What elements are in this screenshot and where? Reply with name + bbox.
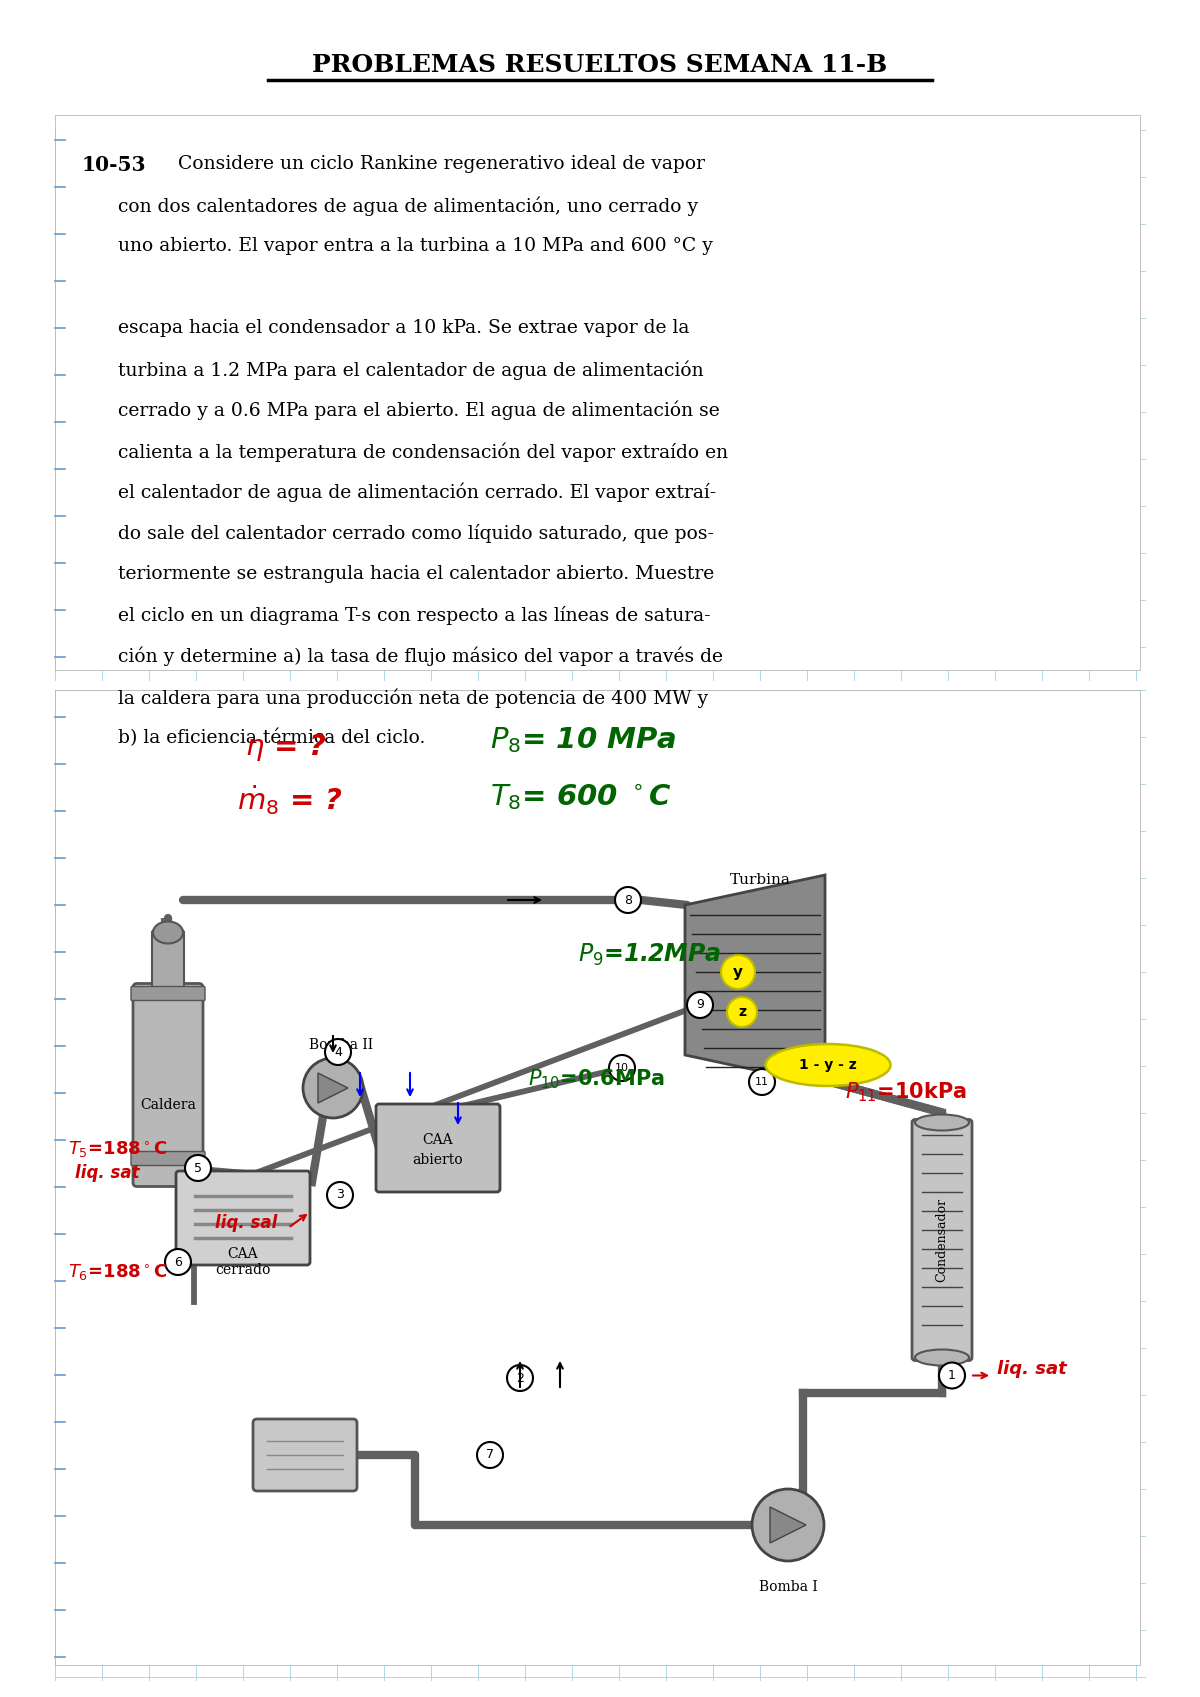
- Polygon shape: [318, 1073, 348, 1103]
- Text: cerrado: cerrado: [215, 1263, 271, 1278]
- Text: 11: 11: [755, 1078, 769, 1088]
- Ellipse shape: [916, 1115, 970, 1130]
- Circle shape: [616, 888, 641, 913]
- Text: Considere un ciclo Rankine regenerativo ideal de vapor: Considere un ciclo Rankine regenerativo …: [178, 154, 706, 173]
- Circle shape: [325, 1039, 352, 1066]
- Text: $T_8$= 600 $^\circ$C: $T_8$= 600 $^\circ$C: [490, 782, 672, 811]
- FancyBboxPatch shape: [131, 986, 205, 1001]
- FancyBboxPatch shape: [176, 1171, 310, 1264]
- Text: 7: 7: [486, 1449, 494, 1461]
- Text: con dos calentadores de agua de alimentación, uno cerrado y: con dos calentadores de agua de alimenta…: [118, 195, 698, 216]
- FancyBboxPatch shape: [912, 1120, 972, 1361]
- Text: escapa hacia el condensador a 10 kPa. Se extrae vapor de la: escapa hacia el condensador a 10 kPa. Se…: [118, 319, 689, 338]
- FancyBboxPatch shape: [152, 930, 184, 989]
- Text: el ciclo en un diagrama T-s con respecto a las líneas de satura-: el ciclo en un diagrama T-s con respecto…: [118, 606, 710, 624]
- Text: Turbina: Turbina: [730, 872, 791, 888]
- FancyBboxPatch shape: [376, 1105, 500, 1191]
- Ellipse shape: [766, 1044, 890, 1086]
- Text: $P_9$=1.2MPa: $P_9$=1.2MPa: [578, 942, 721, 969]
- Text: $T_6$=188$^\circ$C: $T_6$=188$^\circ$C: [68, 1263, 168, 1283]
- Text: z: z: [738, 1005, 746, 1018]
- Circle shape: [166, 1249, 191, 1274]
- Text: $P_{11}$=10kPa: $P_{11}$=10kPa: [845, 1079, 967, 1103]
- Text: calienta a la temperatura de condensación del vapor extraído en: calienta a la temperatura de condensació…: [118, 441, 728, 462]
- Text: do sale del calentador cerrado como líquido saturado, que pos-: do sale del calentador cerrado como líqu…: [118, 524, 714, 543]
- Circle shape: [478, 1442, 503, 1468]
- Text: Condensador: Condensador: [936, 1198, 948, 1281]
- Circle shape: [940, 1363, 965, 1388]
- Text: abierto: abierto: [413, 1152, 463, 1168]
- FancyBboxPatch shape: [55, 115, 1140, 670]
- Circle shape: [749, 1069, 775, 1095]
- Text: 1 - y - z: 1 - y - z: [799, 1057, 857, 1073]
- FancyBboxPatch shape: [253, 1419, 358, 1492]
- Text: liq. sat: liq. sat: [997, 1359, 1067, 1378]
- Text: $\eta$ = ?: $\eta$ = ?: [245, 731, 326, 764]
- Text: $T_5$=188$^\circ$C: $T_5$=188$^\circ$C: [68, 1140, 168, 1161]
- Circle shape: [326, 1183, 353, 1208]
- FancyBboxPatch shape: [131, 1152, 205, 1166]
- Polygon shape: [685, 876, 826, 1084]
- Circle shape: [185, 1156, 211, 1181]
- Text: CAA: CAA: [228, 1247, 258, 1261]
- Text: 3: 3: [336, 1188, 344, 1201]
- Text: Bomba I: Bomba I: [758, 1580, 817, 1593]
- Text: $P_{10}$=0.6MPa: $P_{10}$=0.6MPa: [528, 1067, 665, 1091]
- Text: 6: 6: [174, 1256, 182, 1268]
- Text: uno abierto. El vapor entra a la turbina a 10 MPa and 600 °C y: uno abierto. El vapor entra a la turbina…: [118, 238, 713, 255]
- Text: ción y determine a) la tasa de flujo másico del vapor a través de: ción y determine a) la tasa de flujo más…: [118, 647, 722, 667]
- Text: b) la eficiencia térmica del ciclo.: b) la eficiencia térmica del ciclo.: [118, 730, 425, 747]
- Circle shape: [752, 1488, 824, 1561]
- Text: 1: 1: [948, 1369, 956, 1381]
- Text: el calentador de agua de alimentación cerrado. El vapor extraí-: el calentador de agua de alimentación ce…: [118, 484, 716, 502]
- Text: cerrado y a 0.6 MPa para el abierto. El agua de alimentación se: cerrado y a 0.6 MPa para el abierto. El …: [118, 400, 720, 421]
- FancyBboxPatch shape: [133, 984, 203, 1186]
- Text: Caldera: Caldera: [140, 1098, 196, 1112]
- Circle shape: [727, 998, 757, 1027]
- Ellipse shape: [154, 921, 182, 944]
- Text: CAA: CAA: [422, 1134, 454, 1147]
- Text: $\dot{m}_8$ = ?: $\dot{m}_8$ = ?: [238, 784, 342, 816]
- Text: Bomba II: Bomba II: [308, 1039, 373, 1052]
- Text: liq. sal: liq. sal: [215, 1213, 277, 1232]
- Circle shape: [610, 1056, 635, 1081]
- Circle shape: [302, 1057, 364, 1118]
- Text: 10-53: 10-53: [82, 154, 146, 175]
- Text: y: y: [733, 964, 743, 979]
- Text: 5: 5: [194, 1161, 202, 1174]
- Text: teriormente se estrangula hacia el calentador abierto. Muestre: teriormente se estrangula hacia el calen…: [118, 565, 714, 584]
- Text: PROBLEMAS RESUELTOS SEMANA 11-B: PROBLEMAS RESUELTOS SEMANA 11-B: [312, 53, 888, 76]
- Text: 10: 10: [616, 1062, 629, 1073]
- Circle shape: [508, 1364, 533, 1392]
- Text: 4: 4: [334, 1045, 342, 1059]
- Text: 9: 9: [696, 998, 704, 1011]
- Text: la caldera para una producción neta de potencia de 400 MW y: la caldera para una producción neta de p…: [118, 687, 708, 708]
- Ellipse shape: [916, 1349, 970, 1366]
- FancyBboxPatch shape: [55, 691, 1140, 1665]
- Text: liq. sat: liq. sat: [74, 1164, 139, 1183]
- Text: turbina a 1.2 MPa para el calentador de agua de alimentación: turbina a 1.2 MPa para el calentador de …: [118, 360, 703, 380]
- Polygon shape: [770, 1507, 806, 1543]
- Text: 8: 8: [624, 894, 632, 906]
- Text: 2: 2: [516, 1371, 524, 1385]
- Circle shape: [721, 955, 755, 989]
- Circle shape: [686, 993, 713, 1018]
- Text: $P_8$= 10 MPa: $P_8$= 10 MPa: [490, 725, 677, 755]
